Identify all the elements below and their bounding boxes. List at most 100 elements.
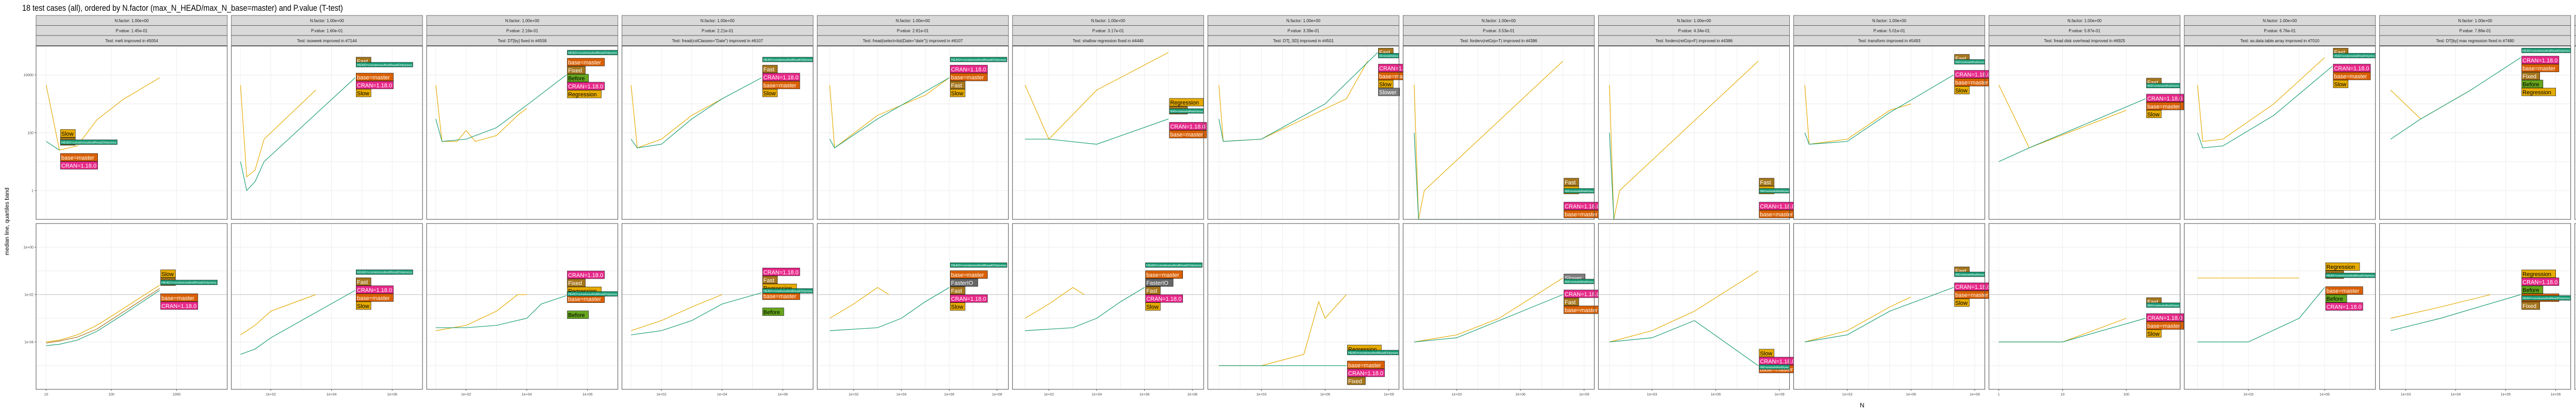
series-line-slow: [2197, 57, 2325, 142]
series-line-slow: [1609, 270, 1758, 342]
strip-test-name: Test: transform improved in #5493: [1858, 39, 1921, 43]
series-line-head: [2390, 57, 2521, 140]
series-label: Before: [2327, 296, 2343, 302]
series-line-slow: [1414, 278, 1563, 342]
x-tick-label: 1e+04: [717, 393, 727, 397]
series-label-box: [567, 66, 586, 74]
strip-test-name: Test: fread(colClasses="Date") improved …: [672, 39, 763, 43]
series-label-box: [1954, 298, 1970, 307]
strip-p-value: P.value: 5.01e-01: [1873, 28, 1905, 33]
series-label: FasterIO: [1146, 280, 1168, 286]
series-label: Fixed: [2522, 74, 2536, 80]
strip-p-value: P.value: 3.39e-01: [1287, 28, 1319, 33]
series-label: HEAD=constnessAndReadOnlyness: [2327, 274, 2375, 278]
series-label: HEAD=constnessAndReadOnlyness: [568, 52, 618, 55]
series-label: base=master: [1170, 132, 1203, 138]
series-label: CRAN=1.18.0: [2147, 315, 2182, 321]
panel-kilobytes: FastHEAD=constnessAndReadOnlynessCRAN=1.…: [1989, 46, 2184, 220]
series-line-slow: [829, 77, 950, 149]
series-label: HEAD=constnessAndReadOnlyness: [2522, 49, 2570, 53]
series-label-box: [1145, 262, 1202, 268]
series-label-box: [355, 89, 371, 97]
series-label-box: [2146, 110, 2162, 118]
x-tick-label: 1e+06: [1515, 393, 1526, 397]
series-label: Slow: [357, 91, 369, 97]
strip-n-factor-box: [2574, 15, 2576, 26]
series-label: base=master: [764, 294, 796, 300]
panel-seconds: RegressionFixedHEAD=constnessAndReadOnly…: [2184, 223, 2376, 390]
series-label: HEAD=constnessAndReadOnlyness: [764, 59, 813, 62]
x-tick-label: 1e+04: [327, 393, 337, 397]
series-label: HEAD=constnessAndReadOnlyness: [161, 282, 217, 285]
y-tick-label: 1e-04: [24, 341, 33, 345]
series-line-head: [1998, 98, 2146, 162]
panel-seconds: RegressionCRAN=1.18.0Beforebase=masterFi…: [2379, 223, 2571, 390]
series-label: Regression: [568, 92, 597, 98]
strip-test-name-box: [1402, 35, 1595, 46]
strip-test-name: Test: fread disk overhead improved in #6…: [2044, 39, 2125, 43]
x-tick-label: 10: [44, 393, 48, 397]
series-label: HEAD=constnessAndReadOnlyness: [1146, 264, 1202, 267]
series-label: HEAD=constnessAndReadOnlyness: [1955, 273, 1984, 277]
series-line-slow: [46, 77, 160, 151]
series-label: CRAN=1.18.0: [61, 163, 96, 169]
panel-border: [1012, 223, 1204, 390]
panel-border: [1012, 46, 1204, 220]
series-label-box: [160, 294, 198, 302]
series-label-box: [2521, 278, 2560, 286]
series-label: CRAN=1.18.0: [951, 296, 986, 302]
facet-column: N.factor: 1.00e+00 P.value: 2.16e-01 Test:…: [426, 15, 618, 390]
series-label: base=master: [764, 83, 796, 89]
series-label: base=master: [2334, 74, 2367, 80]
series-label: Fast: [1565, 180, 1575, 186]
panel-border: [1598, 223, 1790, 390]
series-line-head: [1609, 320, 1758, 366]
series-label: Fast: [1146, 288, 1157, 295]
x-tick-label: 1e+09: [1970, 393, 1980, 397]
series-line-head: [240, 77, 355, 192]
panel-seconds: FastHEAD=constnessAndReadOnlynessCRAN=1.…: [1989, 223, 2184, 390]
series-line-slow: [1218, 61, 1368, 142]
x-tick-label: 1e+06: [2319, 393, 2330, 397]
series-label-box: [1145, 270, 1183, 279]
strip-test-name-box: [2574, 35, 2576, 46]
panel-kilobytes: FastSlowHEAD=constnessAndReadOnlynessCRA…: [1402, 46, 1602, 220]
panel-seconds: SlowCRAN=1.18.0base=masterHEAD=constness…: [1598, 223, 1797, 390]
strip-p-value: P.value: 1.60e-01: [311, 28, 343, 33]
panel-background: [1403, 224, 1595, 389]
series-label: base=master: [357, 75, 390, 81]
series-label-box: [762, 268, 800, 276]
series-label: Slow: [951, 91, 963, 97]
x-tick-label: 1: [1998, 393, 2000, 397]
series-label: base=master: [2327, 288, 2360, 295]
panel-kilobytes: FastHEAD=constnessAndReadOnlynessCRAN=1.…: [1793, 46, 1992, 220]
series-line-head: [2391, 294, 2521, 331]
facet-column: N.factor: 1.00e+00 P.value: 3.53e-01 Test:…: [1402, 15, 1602, 390]
panel-kilobytes: FastHEAD=constnessAndReadOnlynessCRAN=1.…: [1207, 46, 1416, 220]
panel-kilobytes: RegressionFixedHEAD=constnessAndReadOnly…: [1012, 46, 1207, 220]
strip-test-name: Test: DT[by] fixed in #4558: [498, 39, 547, 43]
series-line-slow: [2391, 294, 2491, 319]
series-line-head: [1218, 52, 1378, 142]
series-label-box: [2325, 262, 2360, 271]
strip-p-value: P.value: 2.21e-01: [702, 28, 734, 33]
series-line-fast: [46, 288, 160, 344]
panel-background: [1598, 224, 1790, 389]
x-tick-label: 1e+06: [777, 393, 788, 397]
panel-border: [621, 223, 814, 390]
panel-seconds: RegressionHEAD=constnessAndReadOnlynessb…: [1207, 223, 1399, 390]
series-label: Slow: [61, 131, 74, 138]
series-label: CRAN=1.18.0: [1760, 204, 1795, 210]
strip-test-name: Test: melt improved in #5054: [105, 39, 158, 43]
series-label: base=master: [1348, 363, 1381, 369]
x-tick-label: 1e+08: [992, 393, 1002, 397]
y-tick-label: 1: [31, 189, 33, 193]
x-tick-label: 1e+02: [266, 393, 276, 397]
series-label: Fixed: [1348, 379, 1362, 385]
panel-seconds: HEAD=constnessAndReadOnlyness base=master…: [1012, 223, 1204, 390]
series-label-box: [355, 62, 413, 67]
panel-border: [621, 46, 814, 220]
strip-p-value: P.value: 3.17e-01: [1092, 28, 1124, 33]
series-line-head: [2197, 287, 2325, 342]
series-label-box: [762, 73, 800, 81]
